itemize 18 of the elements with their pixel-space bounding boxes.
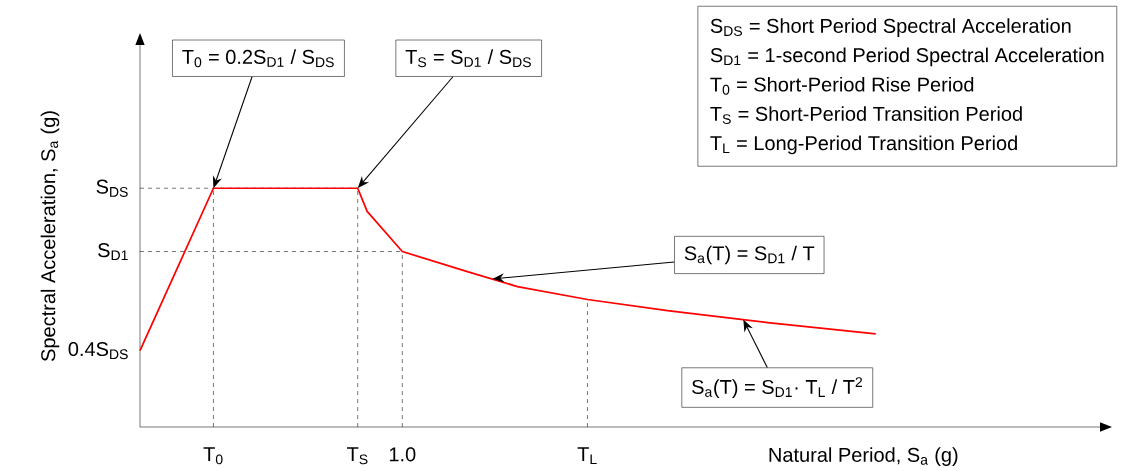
x-tick-label: T$_{0}$ xyxy=(203,447,223,465)
annotation: S$_{a}$(T) = S$_{D1}$ / T xyxy=(684,245,815,265)
annotation: T$_{S}$ = S$_{D1}$ / S$_{DS}$ xyxy=(405,49,531,68)
text: T$_{S}$ = Short-Period Transition Period xyxy=(710,106,1022,125)
annotation: 0.4S$_{DS}$ xyxy=(68,341,128,360)
text: S$_{DS}$ = Short Period Spectral Acceleration xyxy=(710,18,1071,37)
x-axis-title: Natural Period, S$_{a}$ (g) xyxy=(769,447,958,466)
ref-line-label: S$_{DS}$ xyxy=(96,179,128,197)
ref-line-label: S$_{D1}$ xyxy=(98,243,128,261)
x-tick-label: 1.0 xyxy=(389,447,416,462)
annotation: T$_{0}$ = 0.2S$_{D1}$ / S$_{DS}$ xyxy=(182,49,334,68)
text: S$_{D1}$ = 1-second Period Spectral Acceleration xyxy=(710,47,1104,67)
annotation: S$_{a}$(T) = S$_{D1}$· T$_{L}$ / T$^{2}$ xyxy=(692,377,863,398)
x-tick-label: T$_{L}$ xyxy=(577,447,597,465)
text: T$_{L}$ = Long-Period Transition Period xyxy=(710,135,1017,155)
text: T$_{0}$ = Short-Period Rise Period xyxy=(710,76,974,95)
x-tick-label: T$_{S}$ xyxy=(347,447,368,465)
y-axis-title: Spectral Acceleration, S$_{a}$ (g) xyxy=(40,111,60,362)
